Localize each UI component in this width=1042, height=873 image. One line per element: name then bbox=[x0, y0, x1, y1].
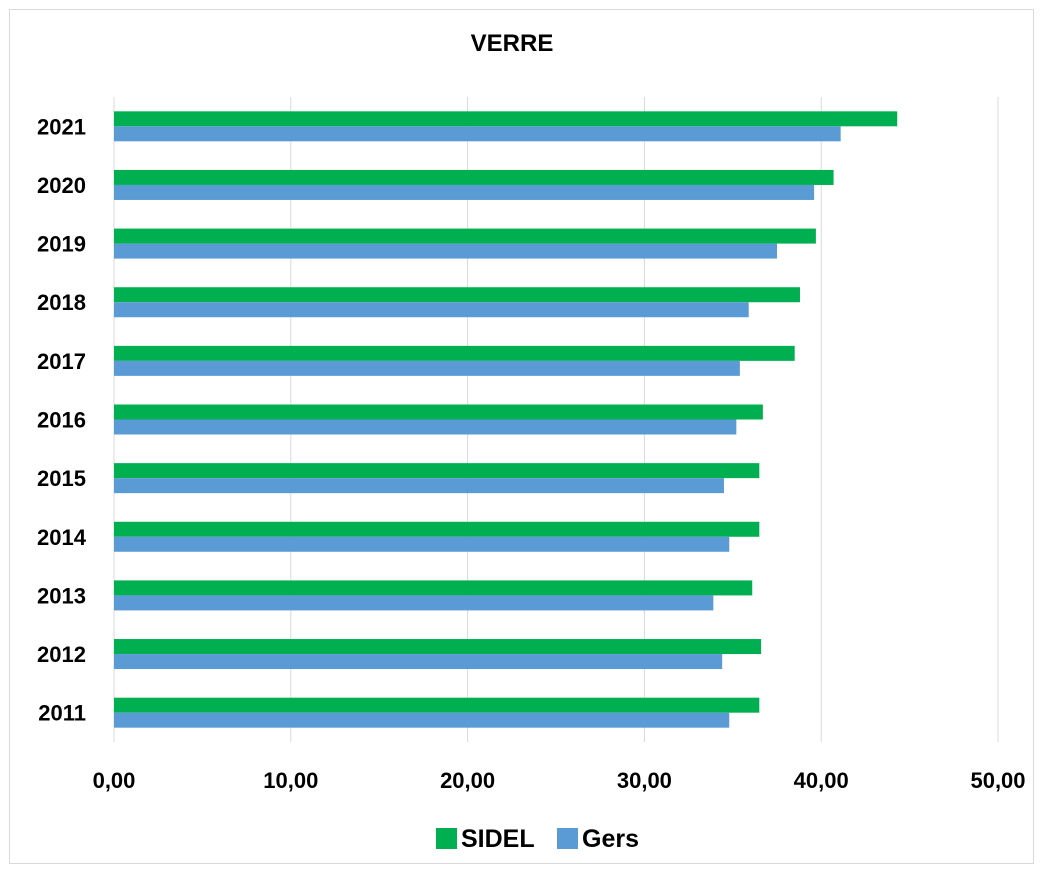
y-tick-label: 2015 bbox=[37, 466, 86, 491]
x-tick-label: 0,00 bbox=[93, 768, 136, 793]
bar-gers-2020 bbox=[114, 184, 815, 200]
bar-sidel-2016 bbox=[114, 404, 763, 420]
bar-sidel-2012 bbox=[114, 639, 762, 655]
y-tick-label: 2011 bbox=[38, 701, 86, 726]
bar-gers-2016 bbox=[114, 419, 737, 435]
bar-sidel-2020 bbox=[114, 169, 834, 185]
bar-sidel-2019 bbox=[114, 228, 816, 244]
legend-label-sidel: SIDEL bbox=[461, 825, 535, 853]
bar-gers-2014 bbox=[114, 536, 730, 552]
bar-gers-2018 bbox=[114, 302, 749, 318]
bar-gers-2013 bbox=[114, 595, 714, 611]
bar-gers-2021 bbox=[114, 126, 841, 142]
bar-gers-2015 bbox=[114, 478, 724, 494]
x-tick-label: 30,00 bbox=[617, 768, 672, 793]
bar-sidel-2011 bbox=[114, 697, 760, 713]
bar-gers-2011 bbox=[114, 712, 730, 728]
y-axis-labels: 2011 2012 2013 2014 2015 2016 2017 2018 2019 2020… bbox=[37, 114, 87, 725]
x-tick-label: 50,00 bbox=[970, 768, 1025, 793]
legend-swatch-sidel bbox=[436, 828, 457, 849]
y-tick-label: 2016 bbox=[37, 408, 86, 433]
legend-label-gers: Gers bbox=[582, 825, 639, 853]
y-tick-label: 2012 bbox=[37, 642, 86, 667]
x-tick-label: 10,00 bbox=[263, 768, 318, 793]
legend-swatch-gers bbox=[557, 828, 578, 849]
y-tick-label: 2020 bbox=[37, 173, 86, 198]
y-tick-label: 2018 bbox=[37, 290, 86, 315]
bar-gers-2017 bbox=[114, 360, 740, 376]
y-tick-label: 2014 bbox=[37, 525, 87, 550]
bars bbox=[114, 111, 898, 728]
bar-sidel-2021 bbox=[114, 111, 898, 127]
bar-sidel-2015 bbox=[114, 463, 760, 479]
bar-gers-2019 bbox=[114, 243, 777, 259]
x-axis-labels: 0,00 10,00 20,00 30,00 40,00 50,00 bbox=[93, 768, 1026, 793]
bar-sidel-2018 bbox=[114, 287, 800, 303]
bar-sidel-2014 bbox=[114, 521, 760, 537]
x-tick-label: 20,00 bbox=[440, 768, 495, 793]
y-tick-label: 2017 bbox=[37, 349, 86, 374]
bar-sidel-2017 bbox=[114, 345, 795, 361]
bar-gers-2012 bbox=[114, 654, 723, 670]
y-tick-label: 2013 bbox=[37, 583, 86, 608]
y-tick-label: 2021 bbox=[37, 114, 86, 139]
bar-sidel-2013 bbox=[114, 580, 753, 596]
chart-title: VERRE bbox=[471, 30, 554, 57]
legend: SIDEL Gers bbox=[436, 825, 639, 853]
gridlines bbox=[113, 97, 999, 742]
x-tick-label: 40,00 bbox=[794, 768, 849, 793]
y-tick-label: 2019 bbox=[37, 232, 86, 257]
